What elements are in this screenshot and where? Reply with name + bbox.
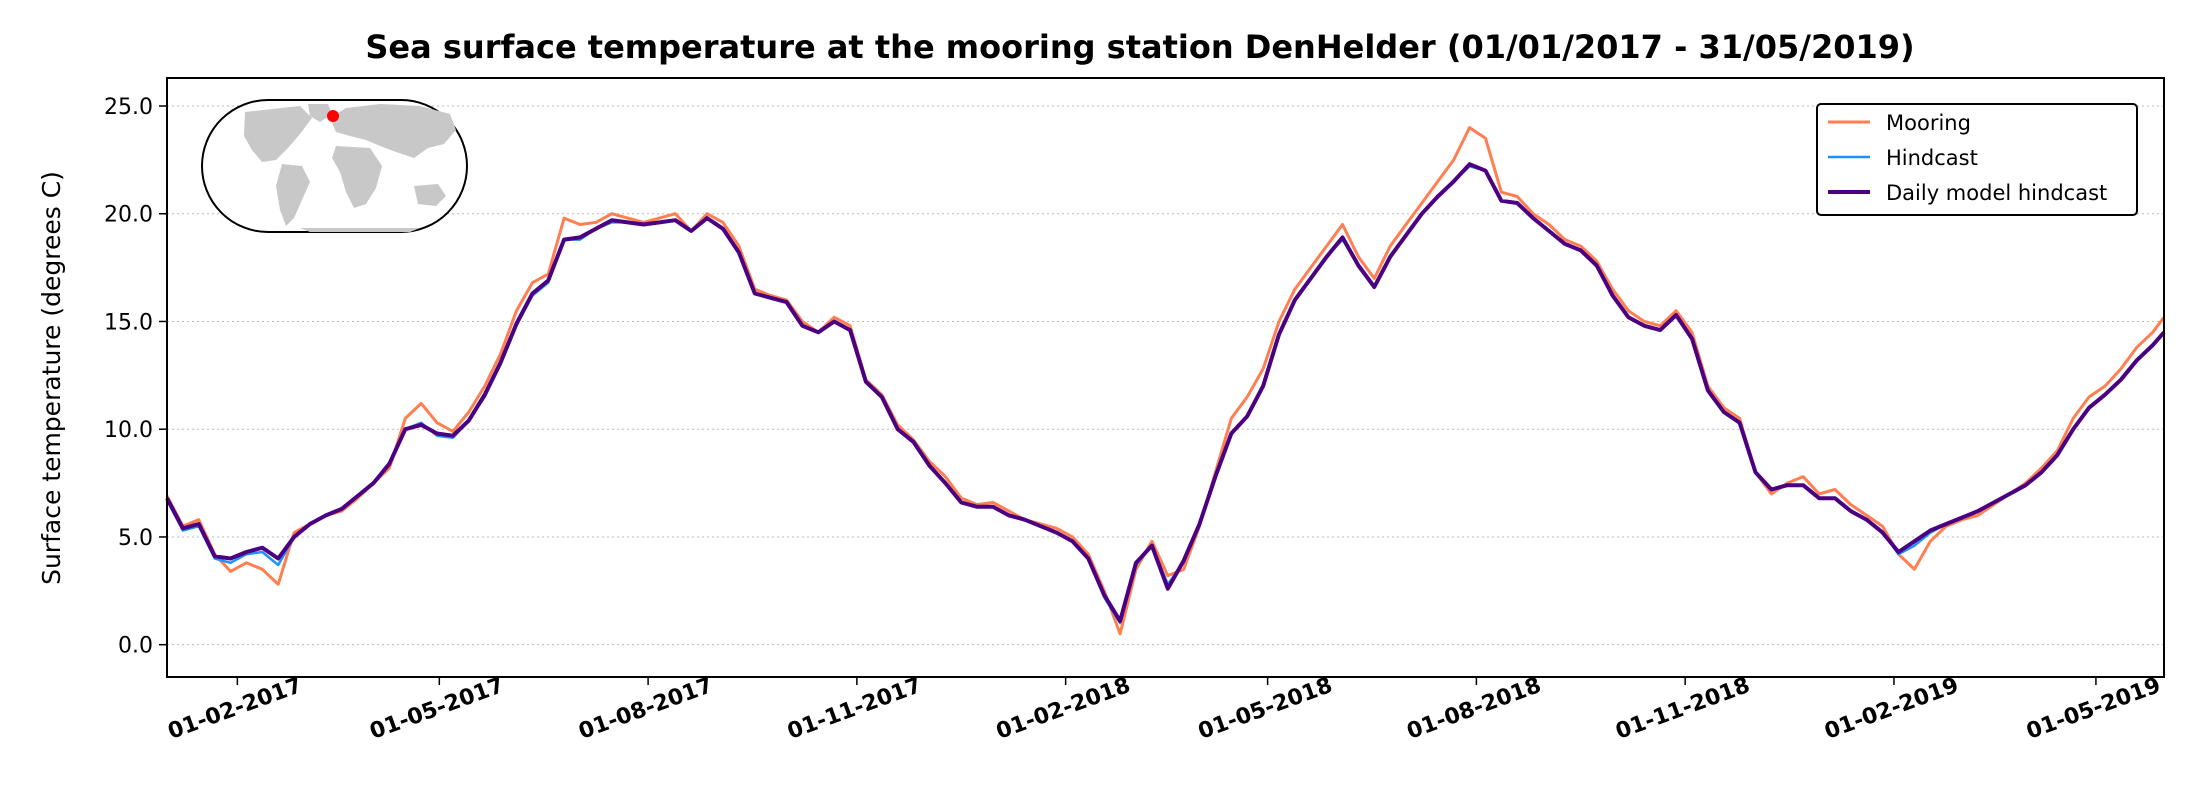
greenland-shape <box>308 104 332 122</box>
x-tick-label: 01-11-2017 <box>784 673 925 745</box>
x-tick-label: 01-02-2019 <box>1821 673 1962 745</box>
x-tick-label: 01-02-2018 <box>993 673 1134 745</box>
inset-world-map <box>201 99 468 233</box>
europe-asia-shape <box>330 104 456 158</box>
series-line-hindcast <box>165 165 2165 625</box>
x-tick-label: 01-08-2018 <box>1404 673 1545 745</box>
x-tick-label: 01-05-2017 <box>367 673 508 745</box>
x-tick-label: 01-11-2018 <box>1613 673 1754 745</box>
africa-shape <box>332 146 382 208</box>
antarctica-shape <box>300 228 420 232</box>
y-axis: 0.0 5.0 10.0 15.0 20.0 25.0 <box>104 95 167 659</box>
series-line-daily-model-hindcast <box>165 162 2166 623</box>
south-america-shape <box>276 164 310 226</box>
series-line-mooring <box>165 126 2166 636</box>
legend-label-mooring: Mooring <box>1886 111 1971 135</box>
x-tick-label: 01-05-2019 <box>2023 673 2164 745</box>
legend-label-hindcast: Hindcast <box>1886 146 1978 170</box>
y-tick-label: 10.0 <box>104 418 153 443</box>
plot-frame <box>166 77 2165 678</box>
x-axis: 01-02-2017 01-05-2017 01-08-2017 01-11-2017… <box>165 673 2164 745</box>
y-tick-label: 5.0 <box>118 526 153 551</box>
x-tick-label: 01-02-2017 <box>165 673 306 745</box>
chart-title: Sea surface temperature at the mooring s… <box>365 28 1914 66</box>
legend: Mooring Hindcast Daily model hindcast <box>1816 103 2138 216</box>
north-america-shape <box>244 106 312 162</box>
x-tick-label: 01-08-2017 <box>575 673 716 745</box>
series-group <box>165 126 2166 636</box>
station-marker <box>327 110 339 122</box>
x-tick-label: 01-05-2018 <box>1195 673 1336 745</box>
y-tick-label: 20.0 <box>104 203 153 228</box>
australia-shape <box>414 184 446 206</box>
y-tick-label: 15.0 <box>104 310 153 335</box>
legend-frame <box>1816 103 2138 216</box>
legend-label-daily-model-hindcast: Daily model hindcast <box>1886 181 2107 205</box>
y-tick-label: 0.0 <box>118 634 153 659</box>
y-tick-label: 25.0 <box>104 95 153 120</box>
y-axis-label: Surface temperature (degrees C) <box>37 171 66 585</box>
inset-land <box>244 104 456 232</box>
